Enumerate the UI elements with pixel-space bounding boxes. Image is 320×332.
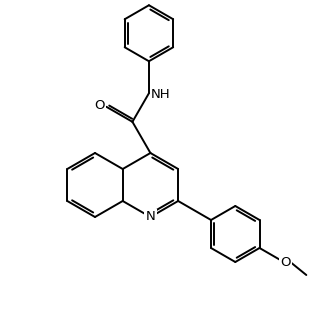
Text: NH: NH — [151, 88, 171, 101]
Text: O: O — [94, 99, 105, 112]
Text: O: O — [280, 257, 291, 270]
Text: N: N — [146, 210, 155, 223]
